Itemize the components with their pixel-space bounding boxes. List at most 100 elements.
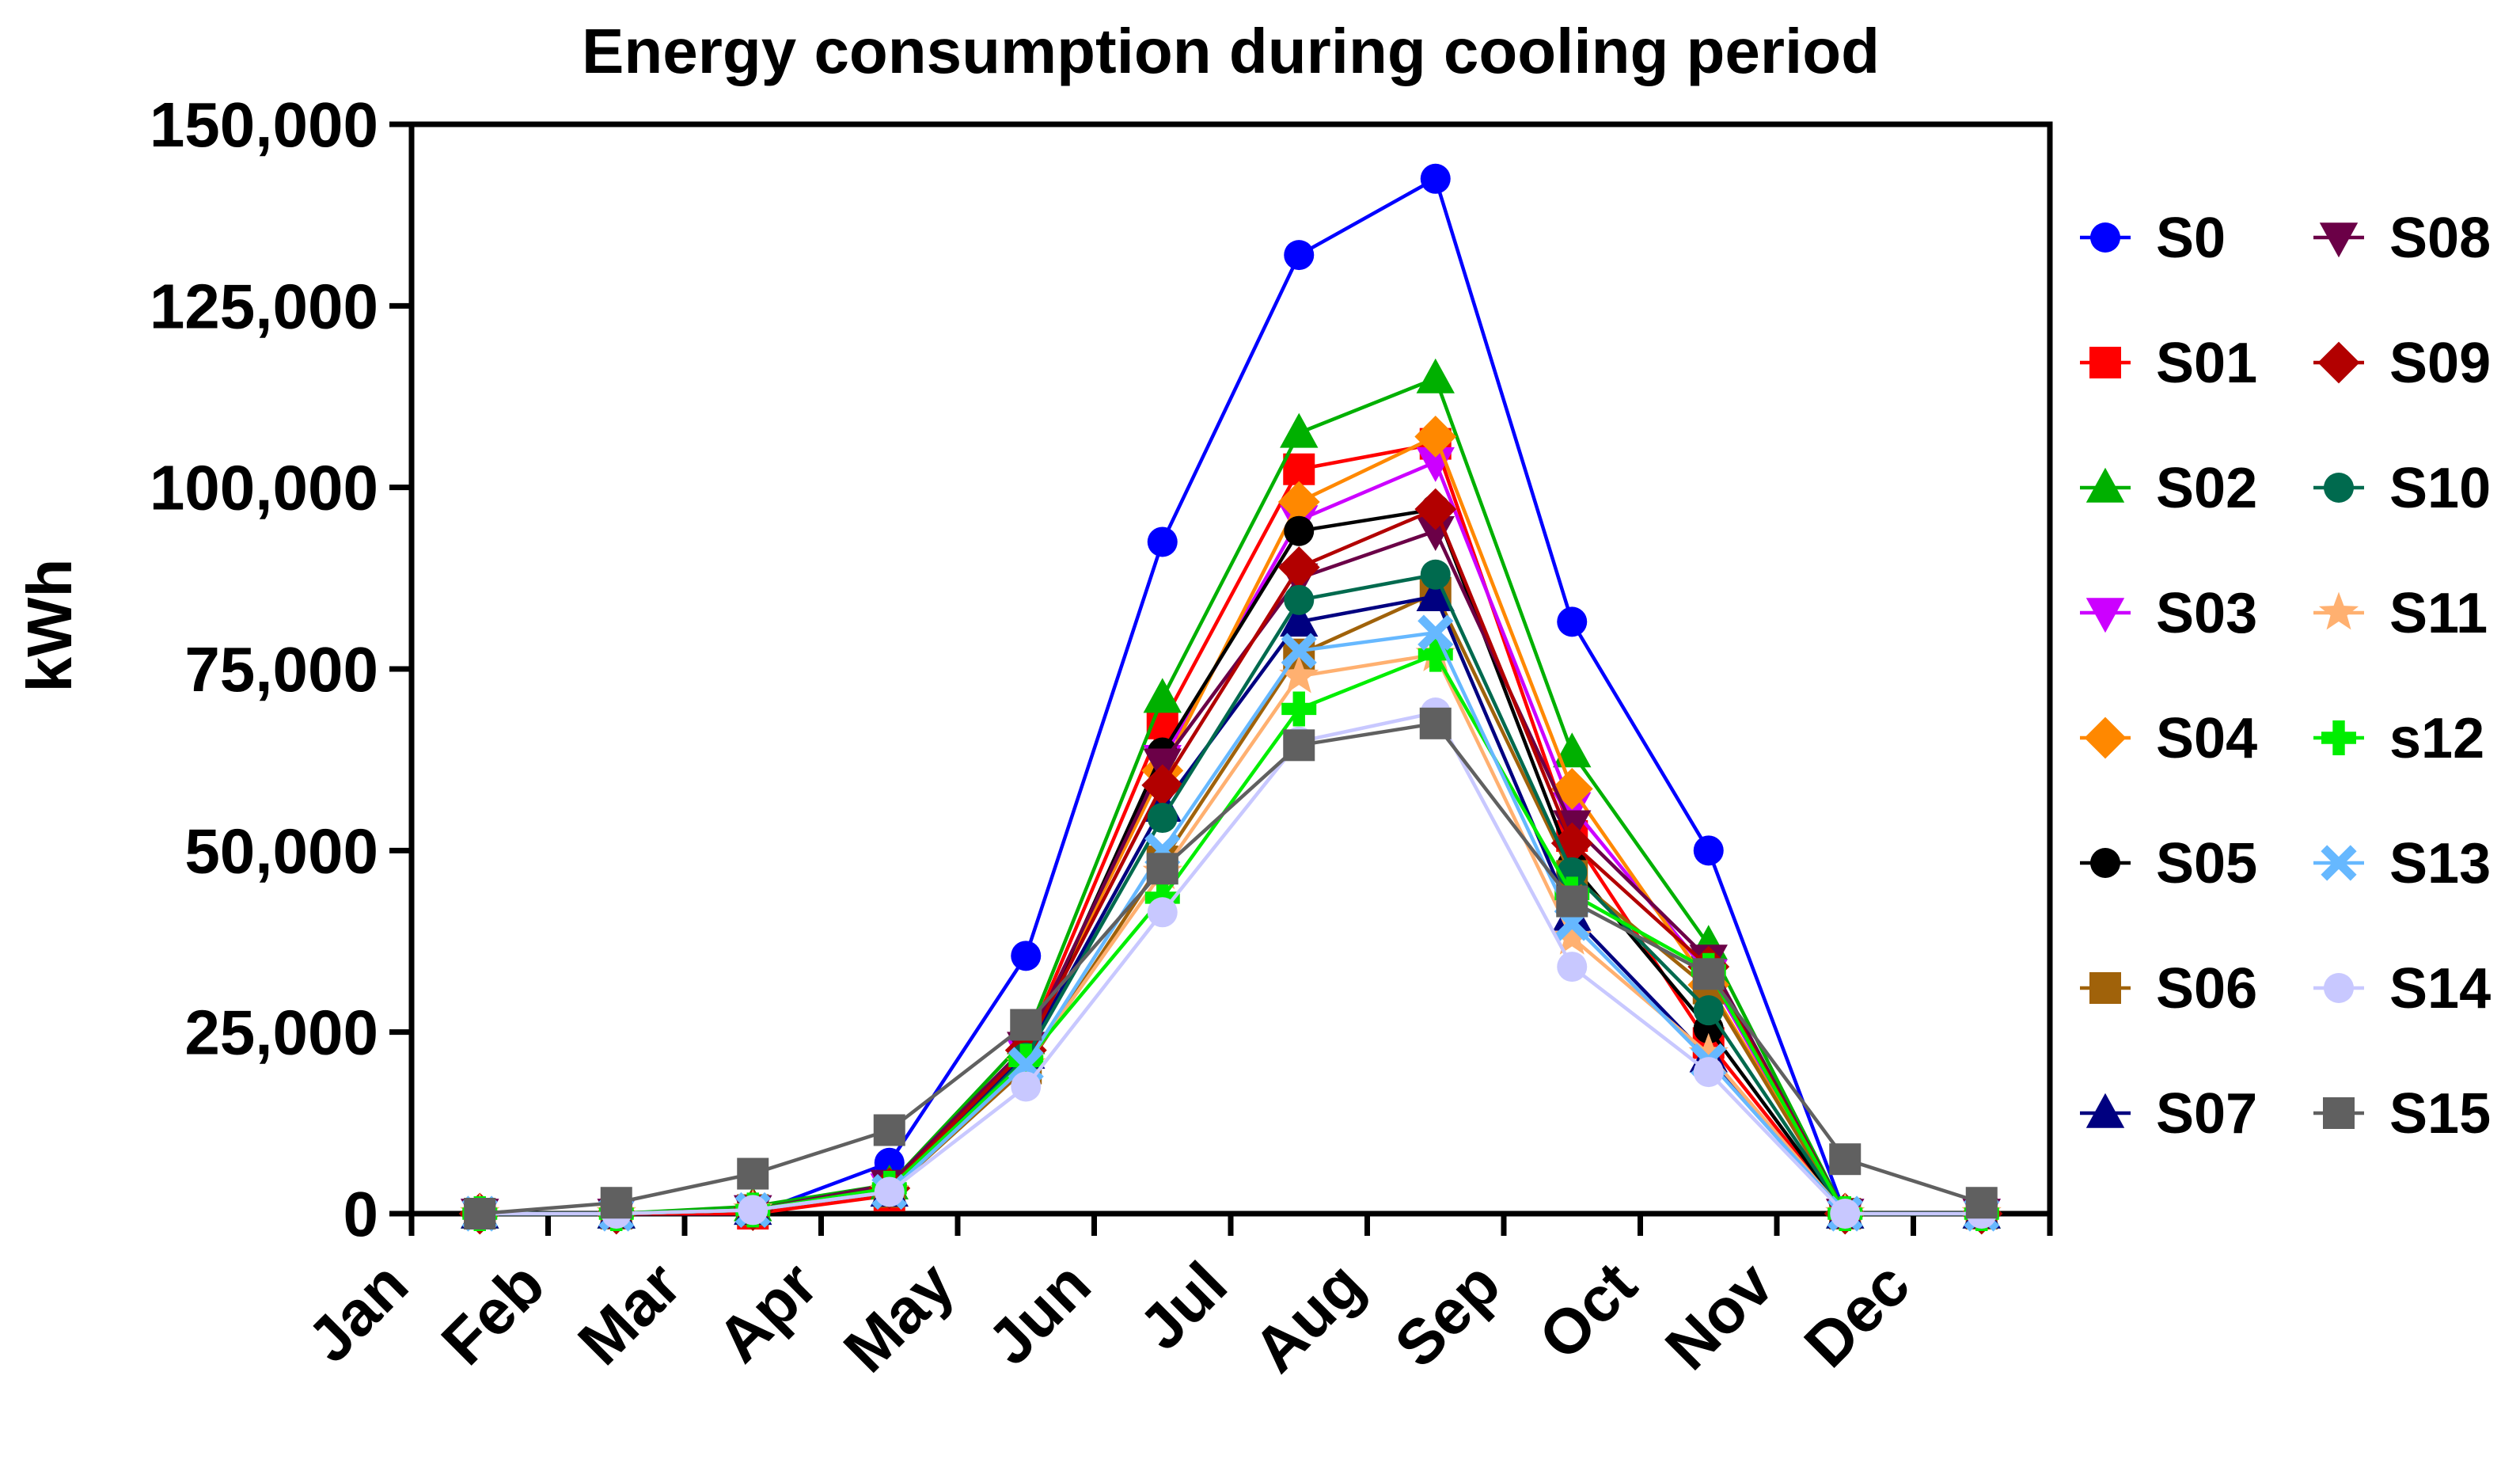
y-axis-ticks: 0 25,000 50,000 75,000 100,000 125,000 150,000	[150, 89, 412, 1249]
legend-label: S09	[2389, 332, 2491, 395]
legend-marker	[2084, 716, 2127, 759]
series-s12	[462, 637, 1999, 1231]
legend-label: S06	[2156, 957, 2257, 1020]
data-point-s15	[464, 1198, 496, 1229]
legend-marker	[2321, 845, 2357, 881]
data-point-s11	[1552, 917, 1592, 955]
legend-label: S07	[2156, 1082, 2257, 1146]
legend-label: S14	[2389, 957, 2491, 1020]
data-point-s14	[1830, 1199, 1861, 1229]
legend-entry-s03: S03	[2080, 582, 2257, 645]
legend-marker	[2090, 848, 2120, 878]
legend-label: S04	[2156, 707, 2257, 770]
series-line-s14	[480, 710, 1982, 1216]
data-point-s08	[1416, 516, 1455, 552]
legend-label: s12	[2389, 707, 2484, 770]
data-point-s07	[1416, 576, 1455, 611]
y-tick-label: 150,000	[150, 89, 378, 160]
legend-label: S0	[2156, 207, 2226, 270]
x-tick-label: Dec	[1791, 1248, 1923, 1381]
data-point-s03	[1416, 447, 1455, 482]
legend-entry-s07: S07	[2080, 1082, 2257, 1146]
legend-entry-s01: S01	[2080, 332, 2257, 395]
x-tick-label: Jun	[974, 1248, 1104, 1378]
legend: S0 S01 S02 S03 S04 S05 S06 S07 S08 S09 S10 S11 s12 S1…	[2080, 207, 2491, 1146]
legend-marker	[2085, 598, 2125, 633]
data-point-s15	[1556, 885, 1588, 918]
data-point-s11	[1688, 1032, 1729, 1071]
data-point-s02	[1280, 412, 1319, 448]
data-point-s14	[874, 1176, 905, 1207]
series-s02	[461, 358, 2001, 1229]
y-axis-label: kWh	[14, 559, 85, 693]
legend-entry-s12: s12	[2313, 707, 2484, 770]
data-point-s05	[1284, 515, 1315, 546]
series-layer	[458, 163, 2003, 1235]
data-point-s14	[1693, 1057, 1724, 1088]
y-tick-label: 75,000	[184, 634, 378, 705]
legend-label: S13	[2389, 832, 2491, 895]
data-point-s10	[1420, 559, 1451, 590]
data-point-s10	[1693, 995, 1724, 1026]
x-tick-label: Sep	[1381, 1248, 1513, 1381]
x-tick-label: Jan	[294, 1248, 421, 1375]
legend-entry-s10: S10	[2313, 457, 2491, 520]
series-line-s02	[480, 376, 1982, 1216]
legend-marker	[2324, 973, 2354, 1003]
y-tick-label: 125,000	[150, 271, 378, 341]
legend-marker	[2321, 720, 2356, 755]
data-point-s15	[1965, 1187, 1998, 1219]
data-point-s0	[1284, 240, 1315, 271]
legend-label: S10	[2389, 457, 2491, 520]
x-tick-label: Nov	[1652, 1248, 1786, 1383]
data-point-s15	[1283, 729, 1315, 762]
series-line-s01	[480, 442, 1982, 1216]
data-point-s0	[1693, 835, 1724, 866]
data-point-s09	[1277, 546, 1320, 588]
data-point-s04	[1414, 416, 1457, 458]
legend-entry-s14: S14	[2313, 957, 2491, 1020]
data-point-s13	[1418, 614, 1454, 651]
y-tick-label: 100,000	[150, 453, 378, 523]
data-point-s0	[1147, 526, 1178, 557]
legend-marker	[2324, 473, 2354, 503]
data-point-s11	[1279, 655, 1319, 694]
data-point-s15	[737, 1157, 769, 1190]
data-point-s15	[1010, 1009, 1042, 1041]
legend-entry-s04: S04	[2080, 707, 2257, 770]
chart-title: Energy consumption during cooling period	[582, 16, 1880, 86]
data-point-s13	[1281, 633, 1317, 669]
legend-label: S02	[2156, 457, 2257, 520]
x-tick-label: Jul	[1125, 1248, 1240, 1363]
data-point-s02	[1416, 358, 1455, 393]
x-tick-label: Oct	[1525, 1248, 1649, 1373]
legend-marker	[2085, 1093, 2125, 1128]
legend-entry-s08: S08	[2313, 207, 2491, 270]
data-point-s15	[873, 1114, 905, 1146]
legend-label: S03	[2156, 582, 2257, 645]
legend-label: S08	[2389, 207, 2491, 270]
legend-marker	[2090, 222, 2120, 253]
data-point-s15	[1146, 853, 1178, 885]
legend-marker	[2089, 347, 2121, 378]
series-line-s13	[480, 630, 1982, 1216]
legend-marker	[2085, 467, 2125, 503]
data-point-s14	[1147, 897, 1178, 928]
legend-entry-s13: S13	[2313, 832, 2491, 895]
series-s15	[464, 707, 1998, 1229]
legend-marker	[2089, 972, 2121, 1004]
data-point-s0	[1420, 163, 1451, 194]
legend-marker	[2318, 591, 2359, 630]
legend-label: S01	[2156, 332, 2257, 395]
data-point-s01	[1283, 453, 1315, 485]
series-line-s12	[480, 652, 1982, 1216]
data-point-s14	[1011, 1071, 1042, 1102]
data-point-s10	[1147, 803, 1178, 834]
data-point-s10	[1284, 584, 1315, 615]
data-point-s09	[1414, 488, 1457, 530]
x-tick-label: Feb	[428, 1248, 558, 1378]
legend-entry-s02: S02	[2080, 457, 2257, 520]
data-point-s15	[600, 1187, 632, 1219]
series-line-s15	[480, 721, 1983, 1216]
